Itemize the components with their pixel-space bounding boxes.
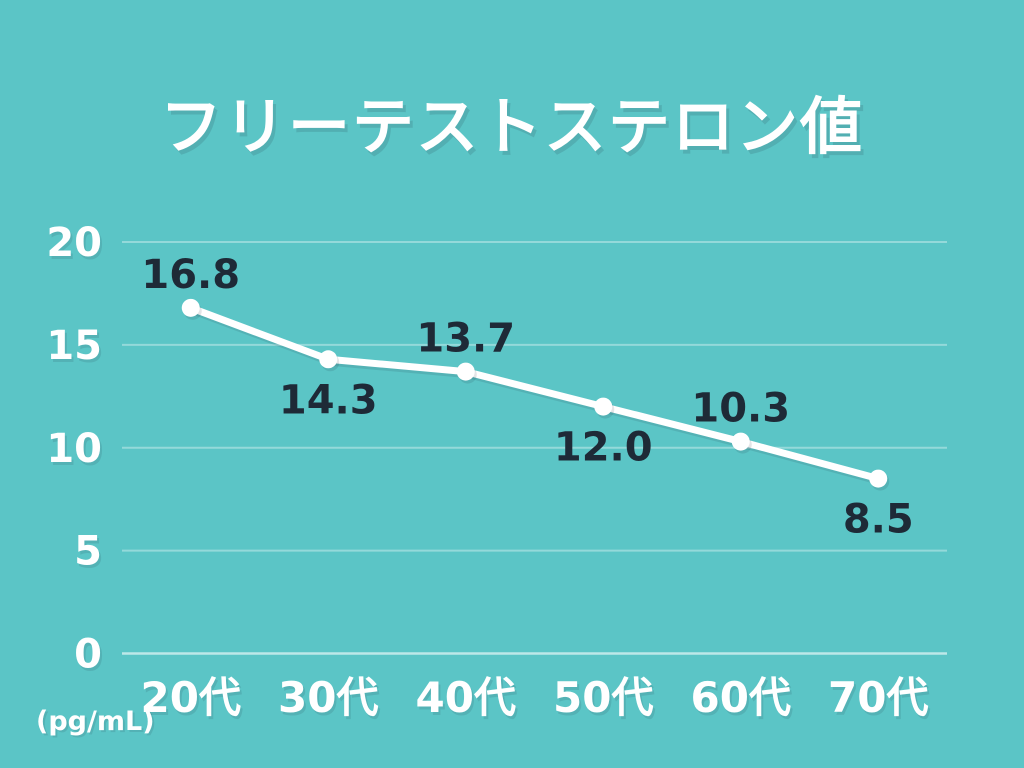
chart-title: フリーテストステロン値: [159, 90, 864, 163]
y-tick-label: 0: [74, 632, 102, 678]
data-value-label: 10.3: [691, 386, 790, 432]
data-point-marker: [594, 397, 613, 416]
y-tick-label: 15: [46, 323, 102, 369]
data-point-marker: [731, 432, 750, 451]
x-tick-label: 30代: [278, 673, 378, 722]
y-tick-label: 20: [46, 220, 102, 266]
x-tick-label: 70代: [828, 673, 928, 722]
data-value-label: 13.7: [416, 316, 515, 362]
x-tick-label: 50代: [553, 673, 653, 722]
data-point-marker: [319, 350, 338, 369]
data-point-marker: [181, 298, 200, 317]
y-tick-label: 10: [46, 426, 102, 472]
y-tick-label: 5: [74, 529, 102, 575]
data-point-marker: [456, 362, 475, 381]
data-point-marker: [869, 469, 888, 488]
x-tick-label: 20代: [141, 673, 241, 722]
data-value-label: 8.5: [843, 497, 914, 543]
line-series: [187, 304, 882, 483]
x-tick-label: 60代: [691, 673, 791, 722]
y-axis-unit-label: (pg/mL): [36, 706, 155, 737]
data-value-label: 16.8: [141, 252, 240, 298]
data-value-label: 12.0: [554, 425, 653, 471]
data-value-label: 14.3: [279, 377, 378, 423]
x-tick-label: 40代: [416, 673, 516, 722]
